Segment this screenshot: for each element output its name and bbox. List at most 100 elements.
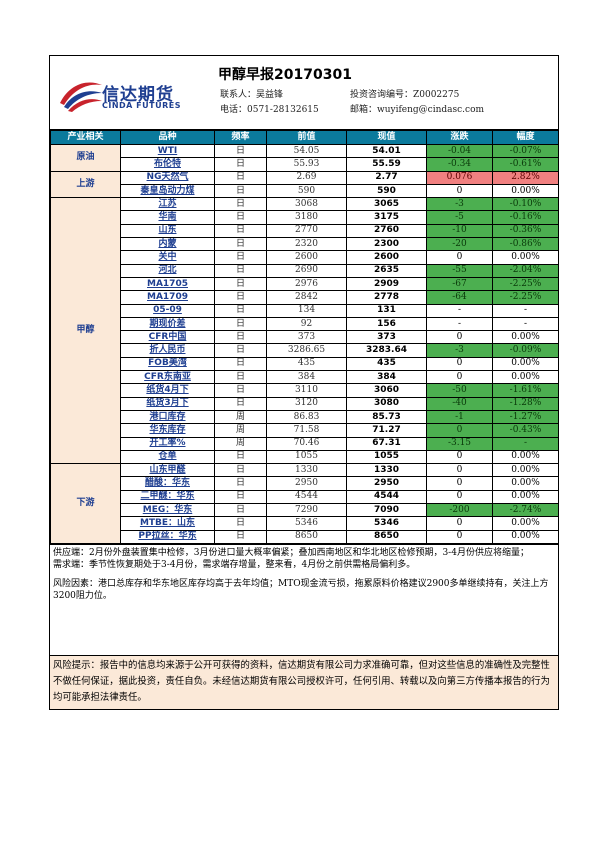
logo-chinese-text: 信达期货 <box>102 85 174 105</box>
frequency-cell: 日 <box>214 449 267 465</box>
table-row: MEG：华东日 7290 7090 -200 -2.74% <box>51 503 559 518</box>
current-value-cell: 2635 <box>346 263 427 278</box>
previous-value-cell: 590 <box>266 183 347 199</box>
change-cell: -200 <box>426 503 493 518</box>
table-row: 下游 山东甲醛日 1330 1330 0 0.00% <box>50 463 559 544</box>
change-cell: -0.34 <box>426 157 493 172</box>
product-name-cell: 仓单 <box>120 449 215 465</box>
table-row: 折人民币日 3286.65 3283.64 -3 -0.09% <box>51 343 559 358</box>
logo-english-text: CINDA FUTURES <box>102 101 181 110</box>
change-cell: -1 <box>426 409 493 425</box>
change-cell: 0 <box>426 250 493 265</box>
percent-change-cell: -2.04% <box>492 263 559 278</box>
product-name-cell: 江苏 <box>120 197 215 212</box>
previous-value-cell: 2600 <box>266 250 347 265</box>
previous-value-cell: 1330 <box>266 463 347 478</box>
percent-change-cell: -2.74% <box>492 503 559 518</box>
percent-change-cell: 0.00% <box>492 529 559 544</box>
current-value-cell: 2600 <box>346 250 427 265</box>
previous-value-cell: 3120 <box>266 396 347 411</box>
previous-value-cell: 2976 <box>266 276 347 292</box>
percent-change-cell: - <box>492 436 559 451</box>
percent-change-cell: -0.07% <box>492 143 559 159</box>
analysis-notes: 供应端：2月份外盘装置集中检修，3月份进口量大概率偏紧；叠加西南地区和华北地区检… <box>50 543 558 655</box>
current-value-cell: 590 <box>346 183 427 199</box>
current-value-cell: 71.27 <box>346 423 427 438</box>
category-cell: 甲醇 <box>50 197 121 465</box>
current-value-cell: 3060 <box>346 383 427 398</box>
percent-change-cell: -1.28% <box>492 396 559 411</box>
table-row: MA1705 日 2976 2909 -67 -2.25% <box>51 276 559 292</box>
frequency-cell: 日 <box>214 476 267 491</box>
report-header: 信达期货 CINDA FUTURES 甲醇早报20170301 联系人：吴益锋 … <box>50 56 558 130</box>
product-name-cell: NG天然气 <box>120 170 215 185</box>
frequency-cell: 日 <box>214 529 267 544</box>
percent-change-cell: 0.00% <box>492 476 559 491</box>
percent-change-cell: -0.09% <box>492 343 559 358</box>
percent-change-cell: - <box>492 316 559 332</box>
frequency-cell: 日 <box>214 503 267 518</box>
frequency-cell: 日 <box>214 157 267 172</box>
column-header: 频率 <box>214 130 267 145</box>
change-cell: -3.15 <box>426 436 493 451</box>
table-row: 二甲醚：华东日 4544 4544 0 0.00% <box>51 489 559 505</box>
table-header-row: 产业相关 品种 频率 前值 现值 涨跌 幅度 <box>50 130 559 145</box>
current-value-cell: 373 <box>346 330 427 345</box>
previous-value-cell: 3068 <box>266 197 347 212</box>
current-value-cell: 2.77 <box>346 170 427 185</box>
current-value-cell: 3283.64 <box>346 343 427 358</box>
frequency-cell: 日 <box>214 290 267 305</box>
column-header: 品种 <box>120 130 215 145</box>
table-row: FOB美湾日 435 435 0 0.00% <box>51 356 559 372</box>
column-header: 产业相关 <box>50 130 121 145</box>
previous-value-cell: 2690 <box>266 263 347 278</box>
table-row: 华南日 3180 3175 -5 -0.16% <box>51 210 559 225</box>
table-row: 纸货3月下日 3120 3080 -40 -1.28% <box>51 396 559 411</box>
percent-change-cell: 0.00% <box>492 463 559 478</box>
product-name-cell: MA1705 <box>120 276 215 292</box>
report-sheet: 信达期货 CINDA FUTURES 甲醇早报20170301 联系人：吴益锋 … <box>49 55 559 710</box>
change-cell: 0 <box>426 423 493 438</box>
table-row: 甲醇 江苏日 3068 3065 -3 -0.10% <box>50 197 559 465</box>
change-cell: -55 <box>426 263 493 278</box>
change-cell: -20 <box>426 237 493 252</box>
page-title: 甲醇早报20170301 <box>218 67 352 83</box>
frequency-cell: 日 <box>214 183 267 199</box>
current-value-cell: 85.73 <box>346 409 427 425</box>
current-value-cell: 5346 <box>346 516 427 531</box>
percent-change-cell: 0.00% <box>492 330 559 345</box>
previous-value-cell: 8650 <box>266 529 347 544</box>
table-row: CFR东南亚日 384 384 0 0.00% <box>51 370 559 385</box>
current-value-cell: 4544 <box>346 489 427 505</box>
percent-change-cell: 0.00% <box>492 516 559 531</box>
current-value-cell: 384 <box>346 370 427 385</box>
risk-factors-note: 风险因素：港口总库存和华东地区库存均高于去年均值；MTO现金流亏损，拖累原料价格… <box>53 578 549 602</box>
previous-value-cell: 7290 <box>266 503 347 518</box>
table-row: 关中日 2600 2600 0 0.00% <box>51 250 559 265</box>
current-value-cell: 3080 <box>346 396 427 411</box>
product-name-cell: 期现价差 <box>120 316 215 332</box>
change-cell: - <box>426 316 493 332</box>
percent-change-cell: -2.25% <box>492 276 559 292</box>
percent-change-cell: -0.86% <box>492 237 559 252</box>
frequency-cell: 日 <box>214 303 267 318</box>
demand-note: 需求端：季节性恢复期处于3-4月份，需求端存增量，整来看，4月份之前供需格局偏利… <box>53 560 416 571</box>
current-value-cell: 1330 <box>346 463 427 478</box>
column-header: 现值 <box>346 130 427 145</box>
percent-change-cell: 2.82% <box>492 170 559 185</box>
frequency-cell: 日 <box>214 250 267 265</box>
change-cell: 0 <box>426 356 493 372</box>
supply-note: 供应端：2月份外盘装置集中检修，3月份进口量大概率偏紧；叠加西南地区和华北地区检… <box>53 547 529 558</box>
category-cell: 下游 <box>50 463 121 544</box>
current-value-cell: 2300 <box>346 237 427 252</box>
previous-value-cell: 92 <box>266 316 347 332</box>
frequency-cell: 日 <box>214 143 267 159</box>
percent-change-cell: -1.27% <box>492 409 559 425</box>
frequency-cell: 日 <box>214 396 267 411</box>
change-cell: 0 <box>426 529 493 544</box>
percent-change-cell: -0.61% <box>492 157 559 172</box>
change-cell: -10 <box>426 223 493 239</box>
current-value-cell: 131 <box>346 303 427 318</box>
product-name-cell: 开工率% <box>120 436 215 451</box>
product-name-cell: MA1709 <box>120 290 215 305</box>
